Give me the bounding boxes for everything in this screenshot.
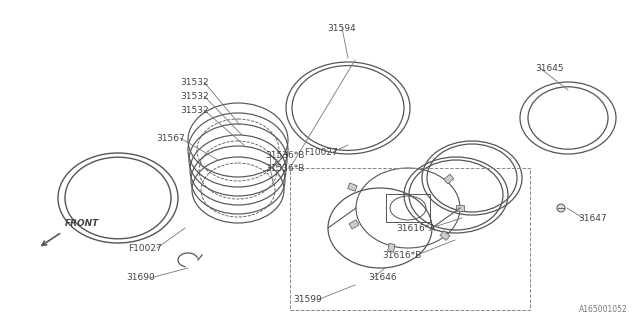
Bar (456, 205, 464, 211)
Text: 31645: 31645 (535, 63, 564, 73)
Bar (349, 220, 359, 229)
Text: 31532: 31532 (180, 106, 209, 115)
Text: 31567: 31567 (156, 133, 185, 142)
Bar (386, 194, 430, 222)
Text: 31647: 31647 (578, 213, 607, 222)
Text: 31599: 31599 (293, 295, 322, 305)
Bar (444, 174, 454, 184)
Text: 31532: 31532 (180, 92, 209, 100)
Text: 31616*A: 31616*A (397, 223, 436, 233)
Bar (290, 168, 530, 310)
Bar (388, 243, 395, 252)
Text: 31536*B: 31536*B (265, 150, 305, 159)
Text: A165001052: A165001052 (579, 305, 628, 314)
Text: 31690: 31690 (126, 274, 155, 283)
Bar (440, 231, 450, 240)
Text: 31646: 31646 (368, 274, 397, 283)
Text: F10027: F10027 (304, 148, 338, 156)
Bar (348, 183, 357, 191)
Text: F10027: F10027 (128, 244, 162, 252)
Text: FRONT: FRONT (65, 219, 99, 228)
Text: 31616*B: 31616*B (383, 251, 422, 260)
Circle shape (557, 204, 565, 212)
Text: 31594: 31594 (328, 23, 356, 33)
Text: 31536*B: 31536*B (265, 164, 305, 172)
Text: 31532: 31532 (180, 77, 209, 86)
